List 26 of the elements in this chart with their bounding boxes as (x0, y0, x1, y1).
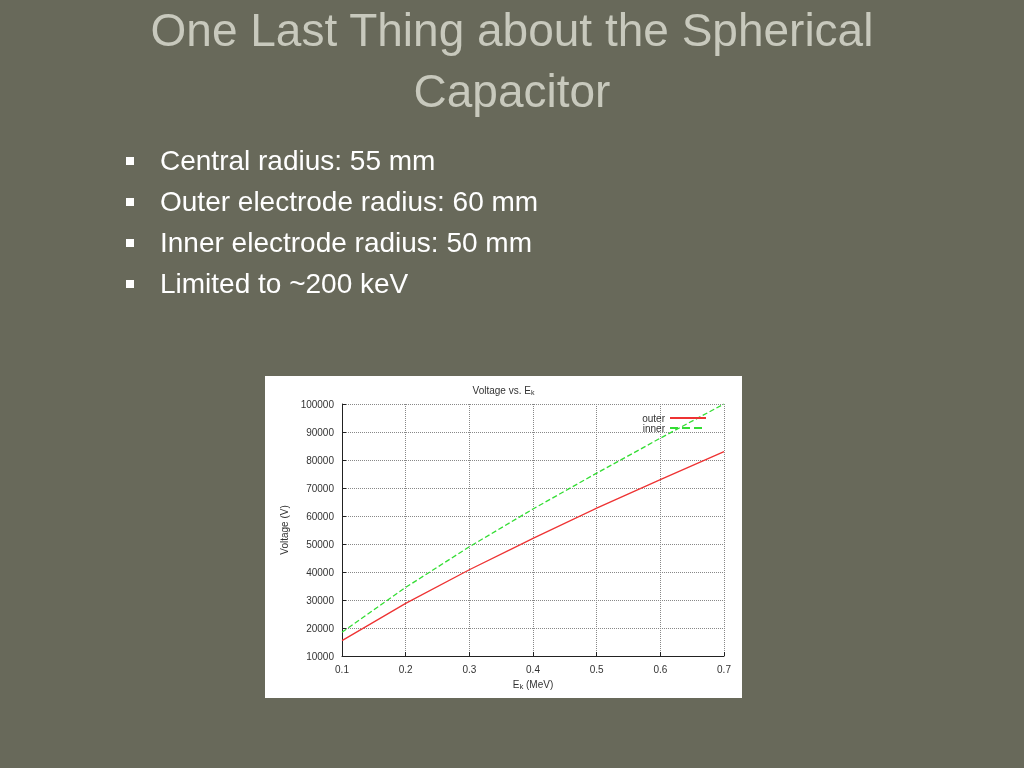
y-tick-label: 80000 (306, 454, 335, 466)
x-tick-label: 0.7 (717, 663, 732, 675)
y-axis-title: Voltage (V) (279, 505, 291, 555)
x-tick-label: 0.6 (653, 663, 668, 675)
text: Limited to ~200 keV (160, 268, 409, 299)
y-tick-label: 90000 (306, 426, 335, 438)
x-tick-label: 0.5 (589, 663, 605, 675)
x-tick-label: 0.4 (526, 663, 541, 675)
y-tick-label: 20000 (306, 622, 335, 634)
chart-title: One Last Thing about the Spherical Capacitor (149, 3, 875, 119)
text: Inner electrode radius: 50 mm (160, 227, 532, 258)
y-tick-label: 100000 (300, 398, 335, 410)
y-tick-label: 60000 (306, 510, 335, 522)
y-tick-label: 50000 (306, 538, 335, 550)
legend-label: inner (642, 422, 666, 434)
x-tick-label: 0.2 (398, 663, 414, 675)
y-tick-label: 70000 (306, 482, 335, 494)
line-series (341, 450, 725, 642)
x-tick-label: 0.1 (335, 663, 350, 675)
text: Outer electrode radius: 60 mm (160, 186, 539, 217)
x-tick-label: 0.3 (462, 663, 477, 675)
y-tick-label: 30000 (306, 594, 335, 606)
legend-label: outer (642, 412, 666, 424)
y-tick-label: 10000 (306, 650, 335, 662)
text: Central radius: 55 mm (160, 145, 436, 176)
y-tick-label: 40000 (306, 566, 335, 578)
